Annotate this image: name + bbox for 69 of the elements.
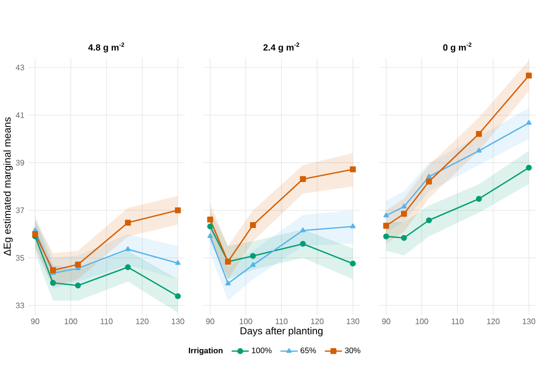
- y-axis-title: ΔEg estimated marginal means: [3, 117, 13, 256]
- x-tick-label: 110: [452, 318, 464, 324]
- chart-title: 4.8 g m$^{-2}$: [88, 42, 124, 52]
- point: [350, 166, 356, 172]
- y-tick-label: 37: [16, 207, 24, 214]
- x-tick-label: 110: [100, 318, 113, 324]
- point: [350, 224, 356, 228]
- point: [124, 220, 131, 226]
- x-tick-label: 110: [276, 318, 288, 324]
- point: [426, 217, 432, 224]
- point: [383, 234, 390, 240]
- point: [250, 262, 256, 267]
- point: [124, 264, 131, 270]
- x-tick-label: 130: [172, 318, 184, 324]
- point: [526, 72, 532, 79]
- point: [75, 282, 81, 288]
- y-tick-label: 41: [16, 112, 24, 118]
- chart-title: 0 g m$^{-2}$: [443, 42, 472, 52]
- point: [50, 267, 56, 274]
- point: [208, 233, 213, 238]
- point: [300, 228, 306, 232]
- x-tick-label: 130: [346, 318, 360, 324]
- x-tick-label: 90: [382, 318, 390, 324]
- y-tick-label: 35: [16, 255, 24, 261]
- x-tick-label: 90: [206, 318, 214, 324]
- point: [401, 204, 407, 209]
- point: [50, 280, 56, 286]
- point: [125, 246, 131, 252]
- point: [426, 174, 432, 179]
- legend-label: 100%: [252, 348, 272, 354]
- x-tick-label: 130: [522, 318, 536, 324]
- x-axis-title: Days after planting: [240, 327, 323, 336]
- x-tick-label: 120: [487, 318, 500, 324]
- point: [401, 234, 407, 241]
- point: [75, 262, 81, 268]
- x-tick-label: 100: [64, 318, 78, 324]
- point: [350, 260, 356, 267]
- point: [207, 216, 214, 223]
- point: [383, 222, 390, 229]
- x-tick-label: 120: [136, 318, 149, 324]
- point: [175, 260, 181, 265]
- point: [174, 293, 181, 300]
- point: [225, 280, 231, 286]
- legend-label: 65%: [300, 348, 316, 354]
- x-tick-label: 100: [240, 318, 252, 324]
- y-tick-label: 43: [16, 64, 24, 70]
- point: [476, 130, 482, 137]
- point: [207, 224, 214, 230]
- point: [300, 240, 306, 247]
- chart-title: 2.4 g m$^{-2}$: [263, 42, 300, 52]
- point: [426, 178, 432, 184]
- point: [300, 176, 306, 182]
- point: [401, 210, 407, 217]
- point: [526, 120, 532, 125]
- y-tick-label: 33: [16, 302, 24, 308]
- legend-title: Irrigation: [188, 347, 223, 355]
- x-tick-label: 90: [31, 318, 40, 324]
- point: [174, 207, 181, 214]
- x-tick-label: 120: [311, 318, 324, 324]
- point: [476, 148, 482, 153]
- x-tick-label: 100: [416, 318, 428, 324]
- point: [32, 231, 38, 238]
- point: [526, 164, 532, 171]
- legend-label: 30%: [344, 348, 360, 354]
- point: [476, 196, 482, 202]
- point: [250, 253, 256, 259]
- point: [250, 222, 256, 228]
- y-tick-label: 39: [16, 160, 24, 166]
- point: [383, 212, 389, 218]
